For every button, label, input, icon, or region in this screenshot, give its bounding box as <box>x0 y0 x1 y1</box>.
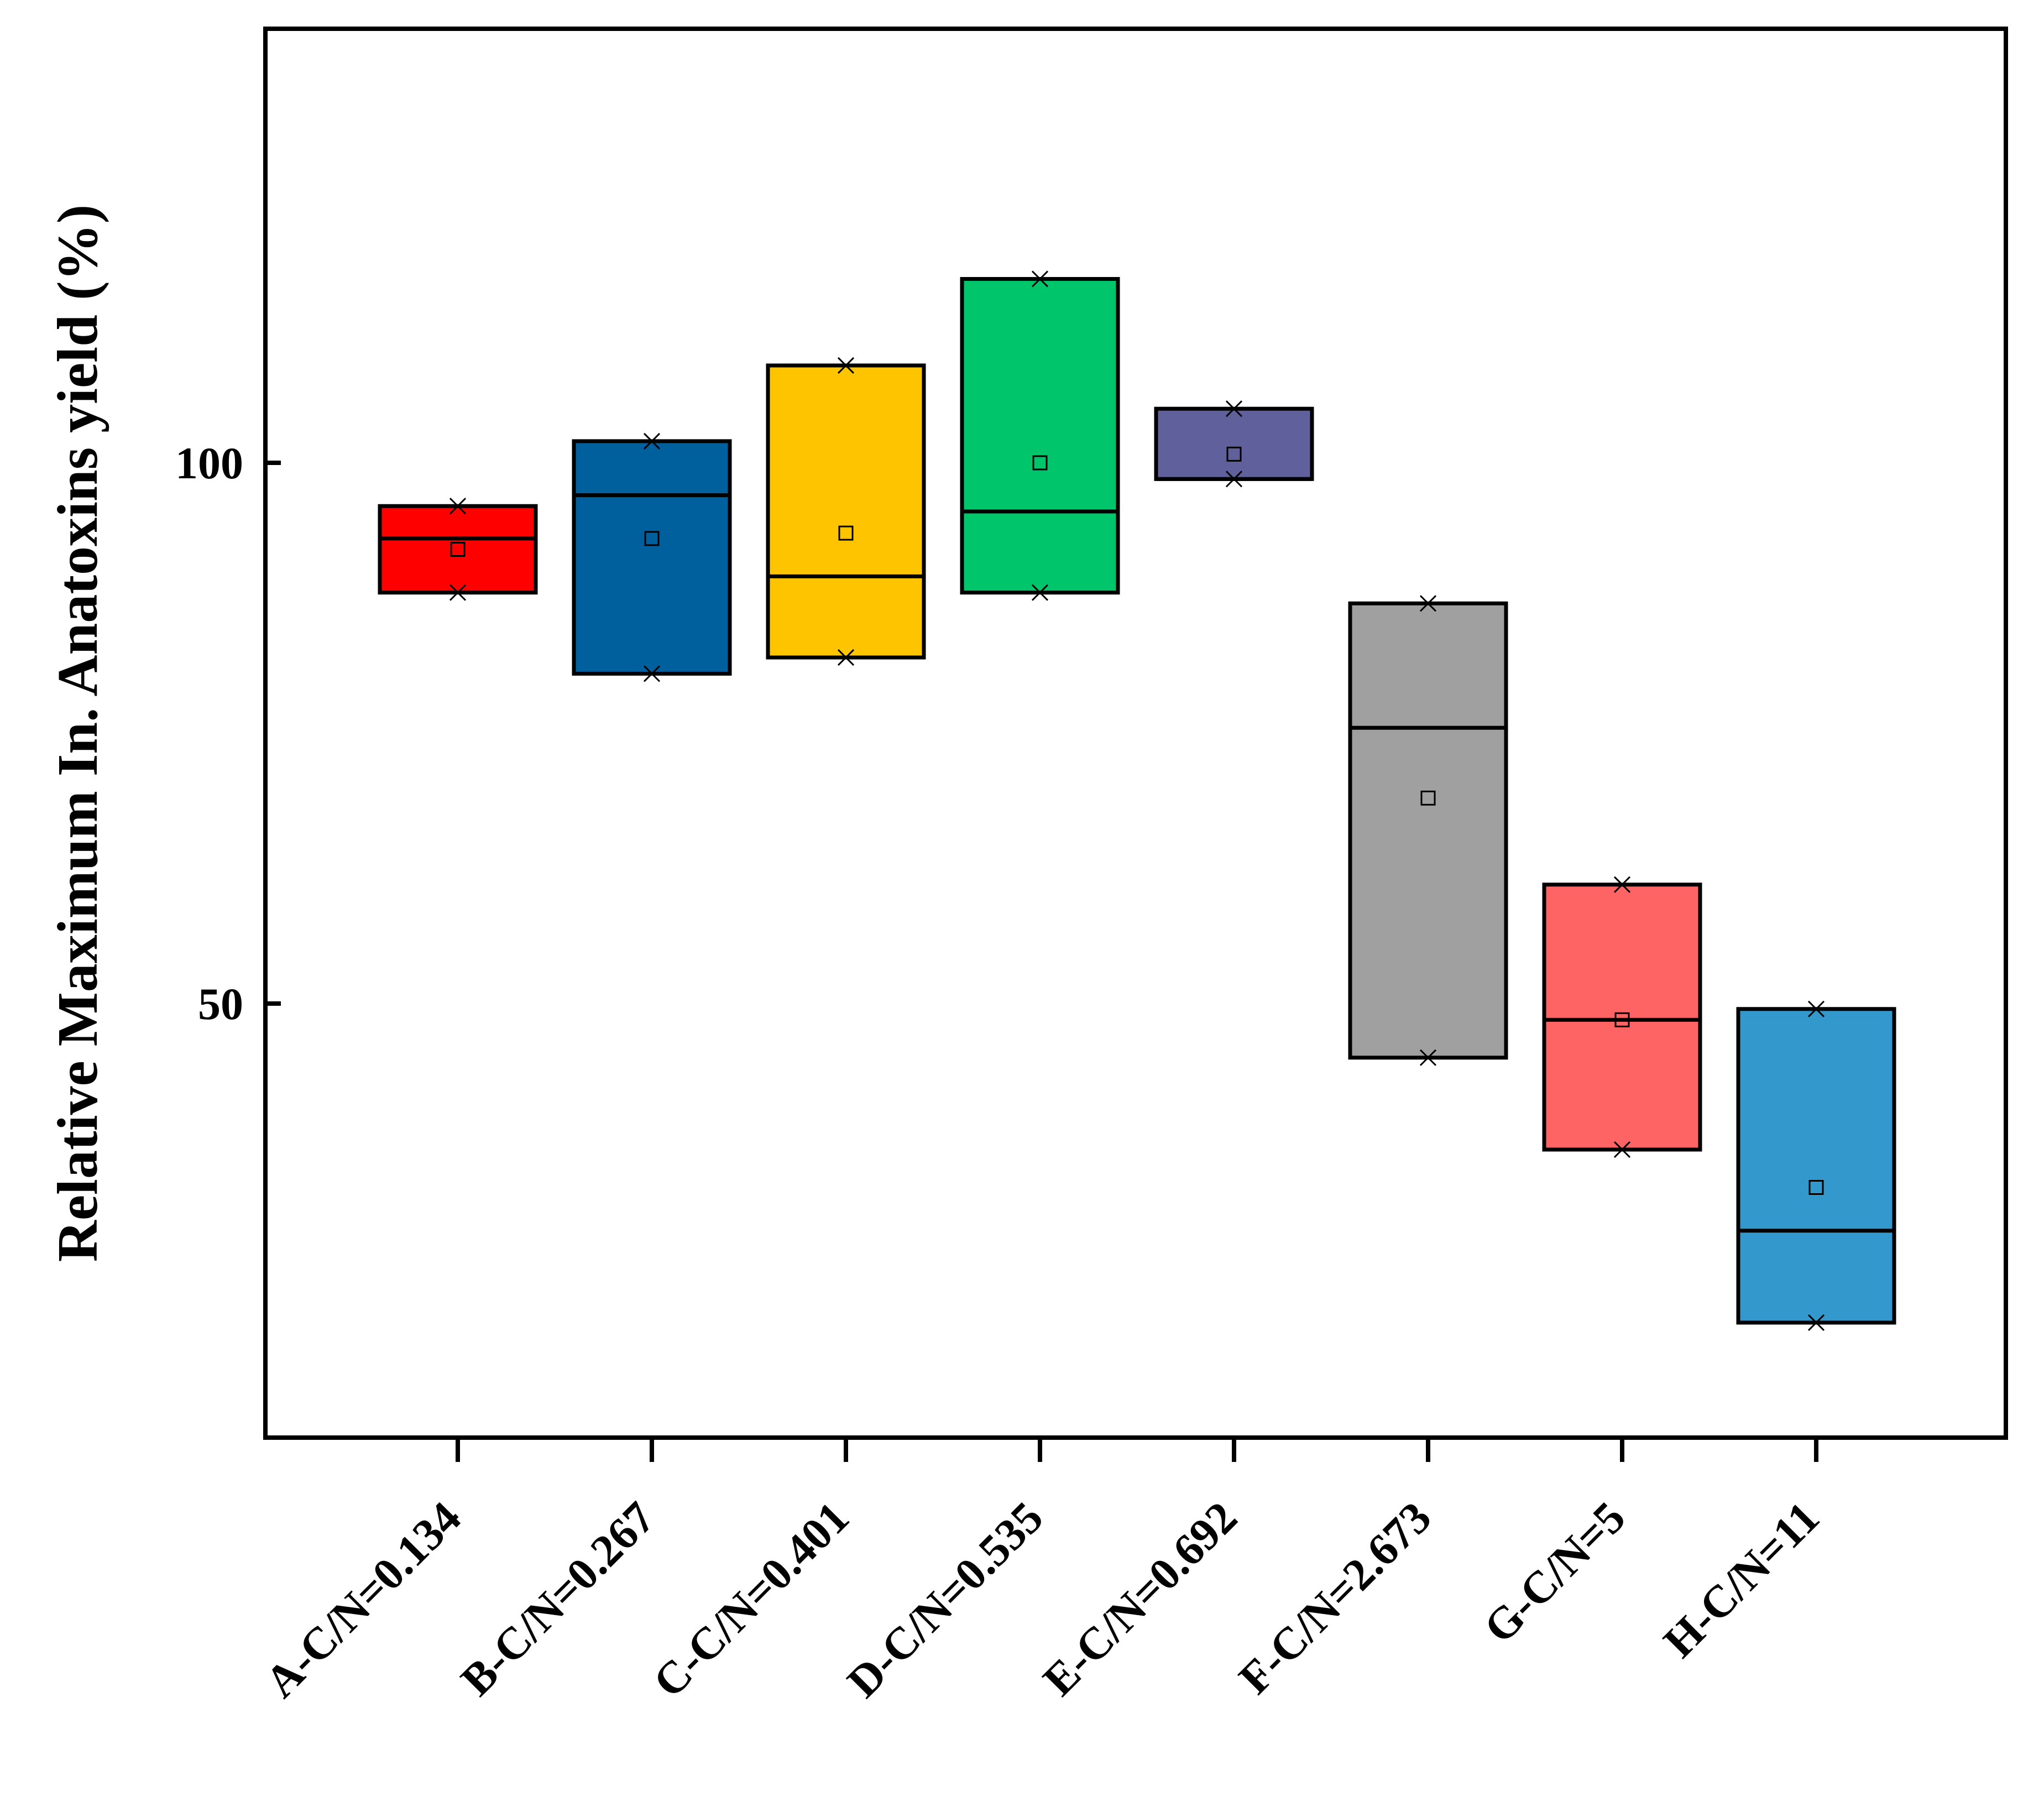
max-marker-5 <box>1225 400 1243 417</box>
mean-marker-6 <box>1420 790 1436 806</box>
mean-marker-7 <box>1614 1012 1630 1027</box>
min-marker-5 <box>1225 471 1243 488</box>
box-group-7 <box>1542 876 1702 1158</box>
min-marker-3 <box>837 649 855 666</box>
max-marker-2 <box>643 432 661 450</box>
mean-marker-4 <box>1032 455 1048 471</box>
min-marker-8 <box>1807 1314 1825 1331</box>
mean-marker-2 <box>644 531 660 546</box>
box-8 <box>1736 1007 1896 1325</box>
axes-layer <box>263 27 2008 1462</box>
max-marker-8 <box>1807 1000 1825 1017</box>
mean-marker-5 <box>1226 446 1242 462</box>
box-3 <box>766 363 926 660</box>
box-group-5 <box>1154 400 1314 488</box>
box-7 <box>1542 882 1702 1152</box>
mean-marker-8 <box>1808 1180 1824 1195</box>
mean-marker-1 <box>450 541 466 557</box>
max-marker-4 <box>1031 270 1049 288</box>
box-group-6 <box>1348 595 1508 1066</box>
box-1 <box>378 504 538 595</box>
mean-marker-3 <box>838 525 854 541</box>
box-group-4 <box>960 270 1120 601</box>
plot-frame <box>263 27 2008 1440</box>
y-axis-title: Relative Maximum In. Anatoxins yield (%) <box>46 205 109 1262</box>
box-4 <box>960 276 1120 595</box>
min-marker-7 <box>1613 1141 1631 1158</box>
max-marker-7 <box>1613 876 1631 893</box>
max-marker-3 <box>837 357 855 374</box>
min-marker-2 <box>643 665 661 682</box>
box-group-8 <box>1736 1000 1896 1331</box>
min-marker-6 <box>1419 1049 1437 1066</box>
box-5 <box>1154 406 1314 481</box>
box-6 <box>1348 601 1508 1060</box>
boxes-layer <box>378 270 1896 1331</box>
box-2 <box>572 439 732 676</box>
box-group-3 <box>766 357 926 666</box>
box-group-2 <box>572 432 732 682</box>
min-marker-4 <box>1031 584 1049 601</box>
box-group-1 <box>378 498 538 601</box>
max-marker-6 <box>1419 595 1437 612</box>
y-tick-label-50: 50 <box>198 979 243 1029</box>
max-marker-1 <box>449 498 467 515</box>
y-tick-label-100: 100 <box>175 438 243 488</box>
min-marker-1 <box>449 584 467 601</box>
